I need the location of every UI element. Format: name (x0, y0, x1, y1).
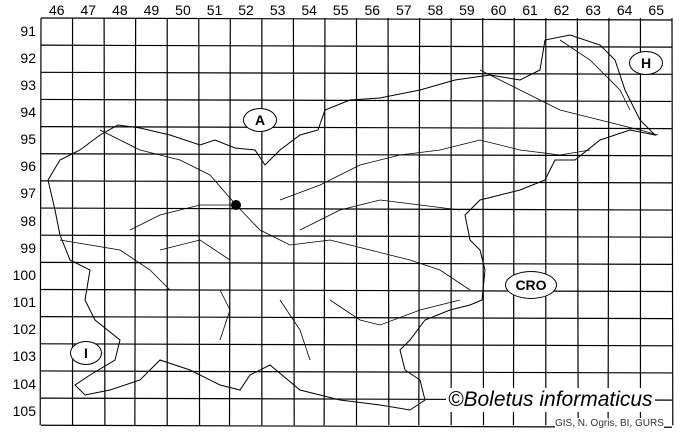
grid-line-horizontal (40, 98, 673, 103)
grid-line-horizontal (40, 343, 673, 347)
grid-line-vertical (576, 17, 579, 426)
grid-line-horizontal (40, 44, 673, 48)
column-label: 62 (553, 2, 570, 18)
grid-line-horizontal (40, 180, 673, 184)
grid-line-vertical (198, 17, 201, 426)
country-label-austria: A (243, 108, 277, 132)
column-label: 63 (585, 2, 601, 18)
row-label: 100 (12, 266, 36, 283)
grid-line-horizontal (40, 261, 673, 265)
credit-text: ©Boletus informaticus (446, 388, 655, 412)
grid-line-vertical (292, 17, 295, 426)
grid-line-horizontal (40, 71, 673, 75)
column-label: 46 (48, 2, 65, 18)
country-label-hungary: H (629, 51, 663, 75)
grid-line-vertical (512, 17, 515, 426)
grid-line-horizontal (40, 126, 673, 130)
grid-line-vertical (134, 17, 137, 426)
column-label: 56 (364, 2, 381, 18)
column-label: 52 (238, 2, 254, 18)
row-label: 97 (20, 185, 36, 202)
rivers (59, 39, 659, 361)
column-label: 49 (143, 2, 160, 18)
grid-line-horizontal (40, 17, 673, 21)
column-label: 50 (175, 2, 191, 18)
row-label: 102 (12, 321, 36, 338)
grid-line-vertical (103, 17, 106, 426)
utm-grid (39, 17, 674, 428)
column-label: 65 (648, 2, 664, 18)
column-label: 58 (427, 2, 444, 18)
grid-line-vertical (228, 17, 231, 426)
column-label: 59 (459, 2, 475, 18)
row-label: 103 (12, 348, 36, 365)
grid-line-vertical (39, 17, 42, 426)
column-label: 54 (301, 2, 317, 18)
row-label: 93 (20, 76, 36, 93)
column-label: 47 (80, 2, 97, 18)
column-label: 51 (206, 2, 223, 18)
grid-line-vertical (323, 17, 326, 426)
row-label: 91 (20, 22, 36, 39)
grid-line-vertical (418, 17, 421, 426)
column-label: 53 (269, 2, 286, 18)
column-label: 60 (490, 2, 507, 18)
grid-line-vertical (607, 17, 610, 426)
row-label: 98 (20, 212, 36, 229)
column-label: 55 (332, 2, 349, 18)
country-border (47, 34, 657, 411)
grid-line-horizontal (40, 288, 673, 293)
row-label: 105 (12, 402, 36, 419)
column-label: 57 (396, 2, 412, 18)
column-label: 64 (616, 2, 633, 18)
grid-line-horizontal (40, 153, 673, 157)
grid-line-horizontal (40, 370, 673, 374)
row-label: 104 (12, 375, 36, 392)
row-label: 92 (20, 49, 36, 66)
country-label-croatia: CRO (505, 271, 557, 299)
grid-line-vertical (671, 17, 674, 426)
column-label: 61 (522, 2, 538, 18)
grid-line-vertical (482, 17, 485, 426)
row-label: 101 (12, 294, 36, 311)
column-label: 48 (112, 2, 128, 18)
occurrence-point[interactable] (231, 200, 241, 210)
row-label: 99 (20, 239, 36, 256)
row-label: 94 (20, 104, 36, 121)
source-text: GIS, N. Ogris, BI, GURS (555, 418, 664, 429)
grid-line-horizontal (40, 207, 673, 211)
row-label: 95 (20, 131, 36, 148)
grid-line-vertical (387, 17, 390, 426)
country-label-italy: I (70, 341, 102, 365)
grid-line-horizontal (40, 234, 673, 238)
row-label: 96 (20, 158, 36, 175)
